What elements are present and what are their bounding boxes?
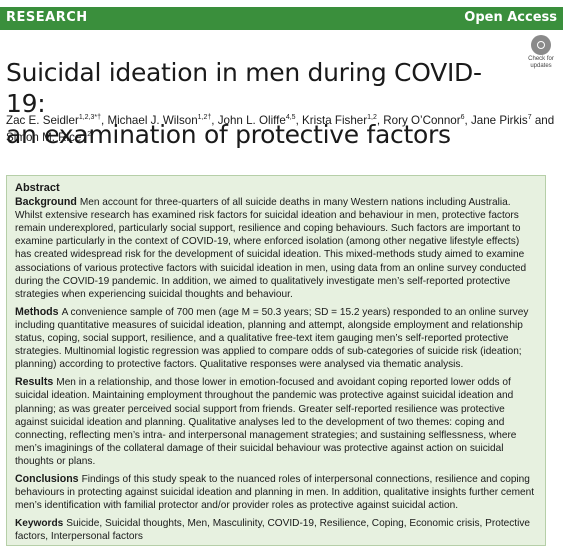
- abstract-keywords: Keywords Suicide, Suicidal thoughts, Men,…: [15, 517, 537, 543]
- section-text: Men account for three-quarters of all su…: [15, 197, 527, 300]
- badge-line-2: updates: [530, 62, 552, 69]
- badge-text: Check for updates: [526, 56, 556, 69]
- title-line-1: Suicidal ideation in men during COVID-19…: [6, 57, 482, 118]
- section-label: Background: [15, 196, 77, 209]
- keywords-text: Suicide, Suicidal thoughts, Men, Masculi…: [15, 518, 531, 543]
- badge-line-1: Check for: [528, 56, 554, 62]
- author[interactable]: Rory O’Connor6: [383, 114, 465, 127]
- author[interactable]: John L. Oliffe4,5: [217, 114, 296, 127]
- author[interactable]: Jane Pirkis7: [470, 114, 532, 127]
- author[interactable]: Simon M. Rice1,2: [6, 131, 92, 144]
- article-title: Suicidal ideation in men during COVID-19…: [6, 57, 506, 150]
- section-label: Conclusions: [15, 472, 79, 485]
- section-label: Methods: [15, 305, 59, 318]
- abstract-background: Background Men account for three-quarters…: [15, 196, 537, 301]
- section-text: Men in a relationship, and those lower i…: [15, 377, 517, 467]
- author[interactable]: Michael J. Wilson1,2†: [107, 114, 212, 127]
- section-label: RESEARCH: [6, 10, 88, 25]
- author-list: Zac E. Seidler1,2,3*†, Michael J. Wilson…: [6, 114, 555, 144]
- abstract-results: Results Men in a relationship, and those …: [15, 376, 537, 468]
- check-updates-icon: [531, 35, 551, 55]
- section-label: Results: [15, 376, 54, 389]
- section-text: Findings of this study speak to the nuan…: [15, 473, 535, 512]
- abstract-conclusions: Conclusions Findings of this study speak …: [15, 473, 537, 512]
- abstract-heading: Abstract: [15, 182, 60, 194]
- section-banner: RESEARCH Open Access: [0, 7, 563, 30]
- author[interactable]: Krista Fisher1,2: [302, 114, 377, 127]
- check-for-updates-badge[interactable]: Check for updates: [526, 35, 556, 69]
- author[interactable]: Zac E. Seidler1,2,3*†: [6, 114, 101, 127]
- keywords-label: Keywords: [15, 518, 64, 530]
- title-line-2: an examination of protective factors: [6, 119, 451, 149]
- abstract-box: Abstract Background Men account for three…: [6, 175, 546, 546]
- open-access-label[interactable]: Open Access: [464, 10, 557, 25]
- abstract-methods: Methods A convenience sample of 700 men (…: [15, 306, 537, 371]
- section-text: A convenience sample of 700 men (age M =…: [15, 306, 529, 371]
